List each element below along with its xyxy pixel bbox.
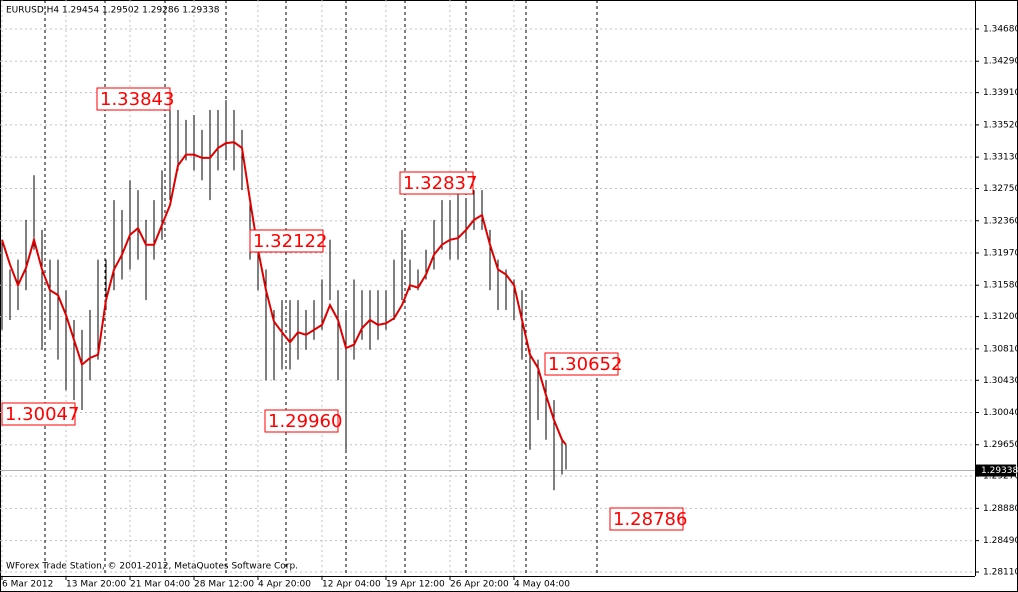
moving-average bbox=[1, 141, 567, 446]
x-tick-label: 26 Apr 20:00 bbox=[450, 580, 509, 590]
annotation-box bbox=[249, 229, 324, 253]
annotation: 1.30047 bbox=[5, 404, 79, 425]
x-tick-label: 4 May 04:00 bbox=[514, 580, 570, 590]
y-tick-label: 1.33130 bbox=[983, 153, 1018, 163]
annotation: 1.32837 bbox=[403, 173, 477, 194]
x-tick-label: 4 Apr 20:00 bbox=[258, 580, 311, 590]
y-tick-label: 1.31200 bbox=[983, 312, 1018, 322]
price-tag-label: 1.29338 bbox=[981, 466, 1018, 476]
annotation-box bbox=[96, 87, 171, 111]
x-tick-label: 28 Mar 12:00 bbox=[194, 580, 254, 590]
x-tick-label: 6 Mar 2012 bbox=[2, 580, 53, 590]
y-tick-label: 1.32360 bbox=[983, 216, 1018, 226]
x-tick-label: 21 Mar 04:00 bbox=[130, 580, 190, 590]
footer: WForex Trade Station, © 2001-2012, MetaQ… bbox=[6, 562, 298, 572]
annotation-box bbox=[1, 402, 76, 426]
y-tick-label: 1.28490 bbox=[983, 536, 1018, 546]
annotation: 1.29960 bbox=[268, 411, 342, 432]
y-tick-label: 1.33910 bbox=[983, 88, 1018, 98]
y-tick-label: 1.28110 bbox=[983, 568, 1018, 578]
x-tick-label: 19 Apr 12:00 bbox=[386, 580, 445, 590]
y-tick-label: 1.30430 bbox=[983, 376, 1018, 386]
chart-title: EURUSD,H4 1.29454 1.29502 1.29286 1.2933… bbox=[6, 6, 220, 16]
y-tick-label: 1.32750 bbox=[983, 184, 1018, 194]
annotation-box bbox=[399, 171, 474, 195]
y-tick-label: 1.31580 bbox=[983, 281, 1018, 291]
y-tick-label: 1.30040 bbox=[983, 408, 1018, 418]
annotation: 1.32122 bbox=[253, 231, 327, 252]
y-tick-label: 1.34680 bbox=[983, 25, 1018, 35]
annotation: 1.28786 bbox=[613, 509, 687, 530]
annotation-box bbox=[609, 507, 684, 531]
annotation: 1.30652 bbox=[548, 354, 622, 375]
price-tag bbox=[976, 464, 1016, 477]
y-tick-label: 1.33520 bbox=[983, 120, 1018, 130]
y-tick-label: 1.31970 bbox=[983, 248, 1018, 258]
y-tick-label: 1.28880 bbox=[983, 504, 1018, 514]
y-tick-label: 1.29650 bbox=[983, 440, 1018, 450]
x-tick-label: 12 Apr 04:00 bbox=[322, 580, 381, 590]
x-tick-label: 13 Mar 20:00 bbox=[66, 580, 126, 590]
annotation: 1.33843 bbox=[100, 89, 174, 110]
y-tick-label: 1.29270 bbox=[983, 472, 1018, 482]
annotation-box bbox=[544, 352, 619, 376]
y-tick-label: 1.30810 bbox=[983, 344, 1018, 354]
y-tick-label: 1.34290 bbox=[983, 57, 1018, 67]
annotation-box bbox=[264, 409, 339, 433]
